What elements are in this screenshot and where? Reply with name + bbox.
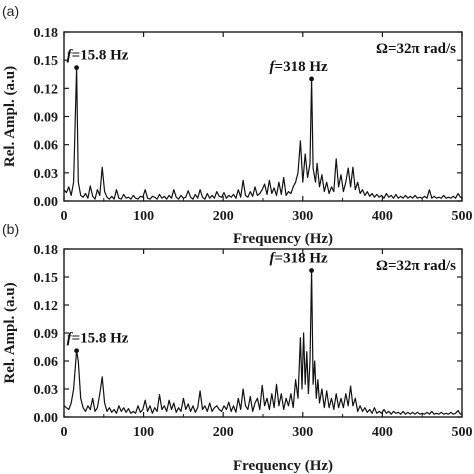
y-tick-label: 0.18 — [34, 243, 59, 258]
x-axis-label: Frequency (Hz) — [233, 231, 333, 247]
y-tick-label: 0.09 — [34, 111, 59, 126]
legend-text: Ω=32π rad/s — [376, 41, 456, 57]
panel-label: (b) — [2, 221, 19, 237]
spectrum-series-line — [63, 67, 463, 200]
y-tick-label: 0.03 — [34, 383, 59, 398]
panel-label: (a) — [2, 3, 19, 19]
peak-annotation: f=15.8 Hz — [67, 331, 129, 347]
x-axis-label: Frequency (Hz) — [233, 458, 333, 474]
x-tick-label: 0 — [61, 209, 68, 224]
y-tick-label: 0.06 — [34, 139, 59, 154]
y-tick-label: 0.15 — [34, 271, 59, 286]
peak-annotation: f=318 Hz — [270, 250, 328, 266]
spectrum-series-line — [63, 269, 462, 415]
x-tick-label: 0 — [61, 425, 68, 440]
legend-text: Ω=32π rad/s — [376, 258, 456, 274]
y-tick-label: 0.12 — [34, 82, 59, 97]
peak-marker — [74, 65, 79, 71]
y-tick-label: 0.06 — [34, 355, 59, 370]
y-tick-label: 0.00 — [34, 195, 59, 210]
x-tick-label: 500 — [452, 425, 473, 440]
peak-marker — [309, 268, 314, 273]
y-tick-label: 0.09 — [34, 327, 59, 342]
x-tick-label: 400 — [372, 425, 393, 440]
y-axis-label: Rel. Ampl. (a.u) — [2, 282, 18, 383]
x-tick-label: 500 — [452, 209, 473, 224]
x-tick-label: 200 — [213, 425, 234, 440]
y-tick-label: 0.00 — [34, 411, 59, 426]
peak-marker — [74, 348, 79, 354]
y-tick-label: 0.03 — [34, 167, 59, 182]
x-tick-label: 100 — [133, 209, 154, 224]
y-tick-label: 0.15 — [34, 54, 59, 69]
y-tick-label: 0.18 — [34, 26, 59, 41]
x-tick-label: 300 — [292, 209, 313, 224]
y-axis-label: Rel. Ampl. (a.u) — [2, 66, 18, 167]
x-tick-label: 300 — [292, 425, 313, 440]
peak-annotation: f=15.8 Hz — [67, 48, 129, 64]
x-tick-label: 100 — [133, 425, 154, 440]
x-tick-label: 200 — [213, 209, 234, 224]
peak-marker — [309, 76, 314, 82]
y-tick-label: 0.12 — [34, 299, 59, 314]
x-tick-label: 400 — [372, 209, 393, 224]
peak-annotation: f=318 Hz — [270, 59, 328, 75]
